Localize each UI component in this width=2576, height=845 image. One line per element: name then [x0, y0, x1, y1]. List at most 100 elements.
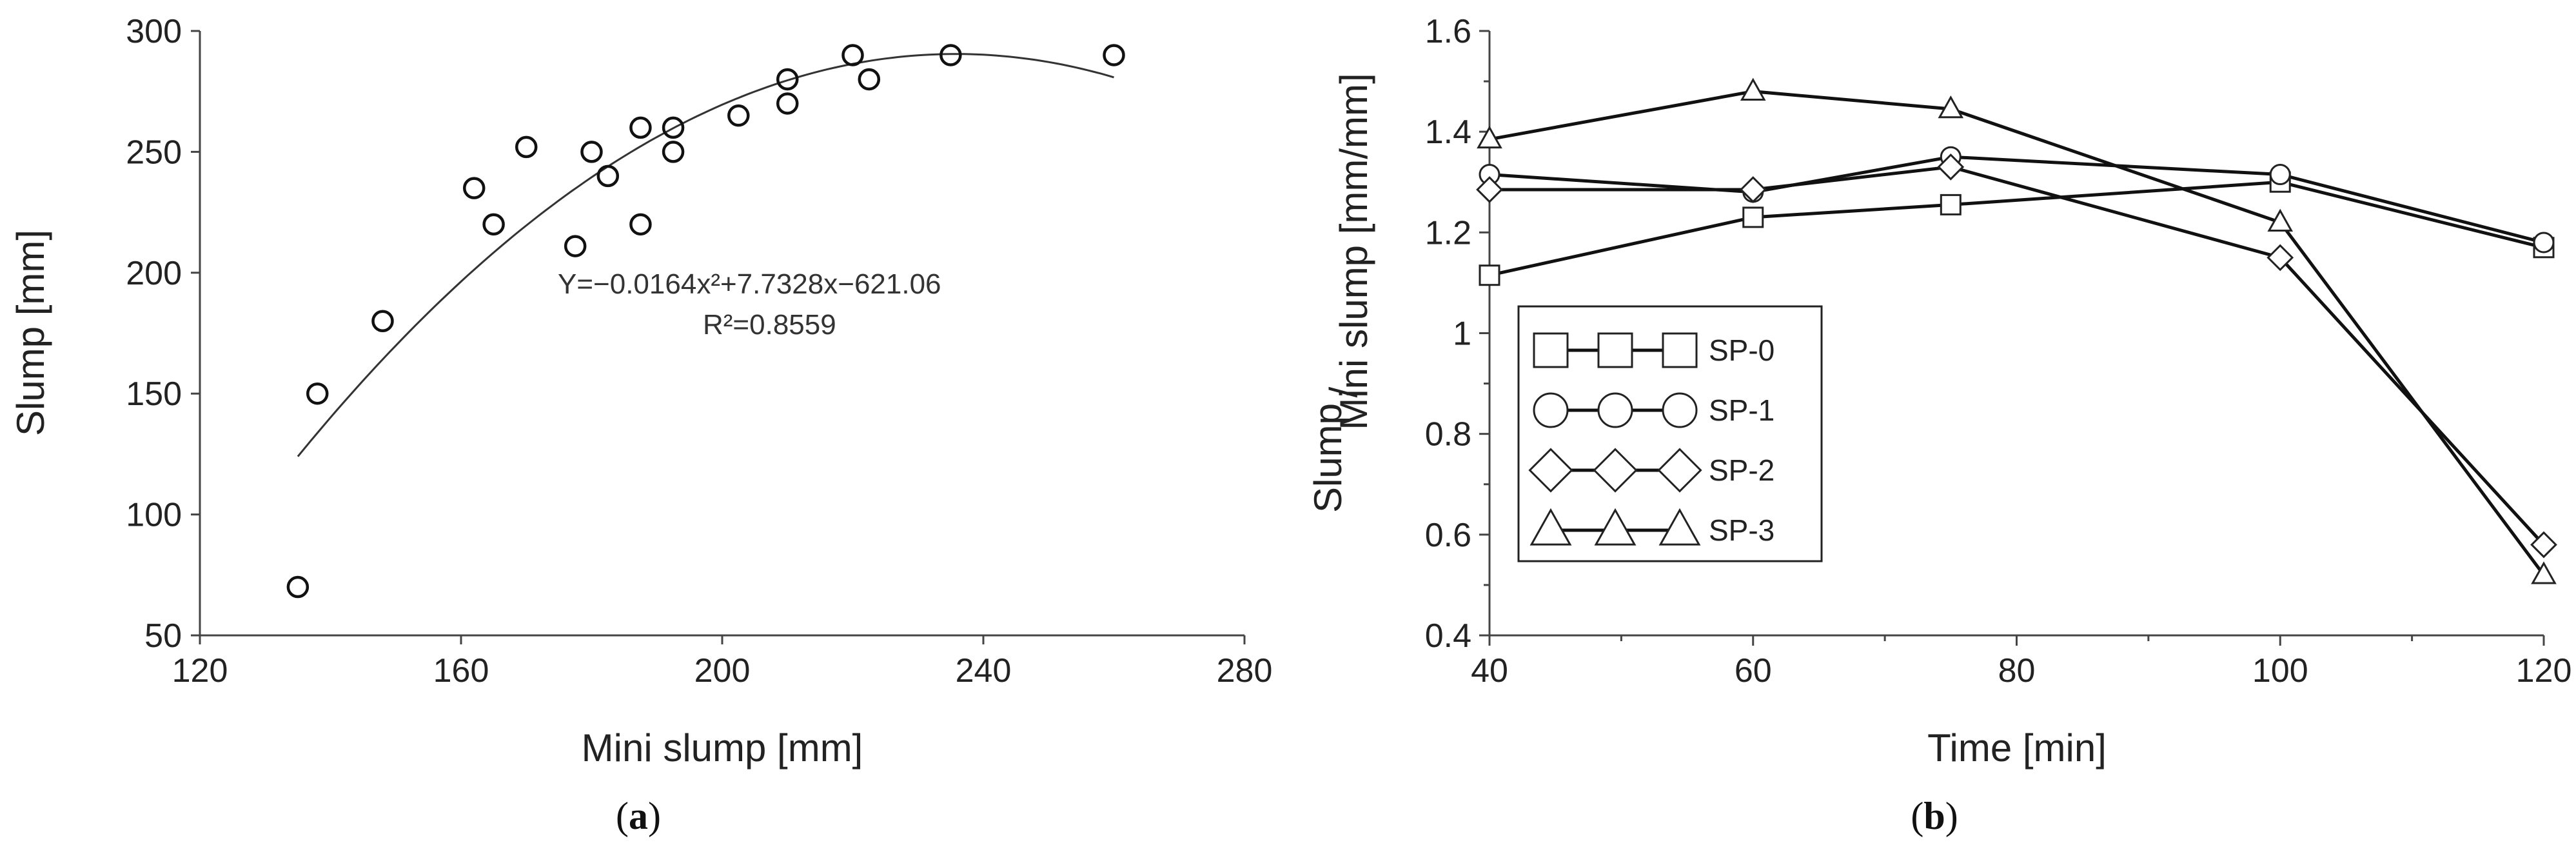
chart-b-legend-marker — [1657, 448, 1702, 493]
chart-a-point — [515, 135, 538, 159]
chart-a-point — [629, 116, 652, 139]
chart-b-legend-marker — [1597, 332, 1633, 368]
chart-b-legend-marker — [1662, 392, 1698, 428]
chart-a-xlabel: Mini slump [mm] — [582, 726, 863, 770]
chart-a-panel-label: (a) — [616, 795, 661, 837]
chart-b-markers-sp-3 — [1477, 77, 2557, 584]
chart-b-x-tick-label: 80 — [1998, 652, 2036, 690]
chart-a-y-tick-label: 50 — [144, 617, 182, 655]
chart-b-point — [2533, 232, 2555, 254]
chart-a-y-ticks: 50 100 150 200 250 300 — [126, 13, 200, 655]
chart-a-y-tick-label: 300 — [126, 13, 182, 50]
chart-b-series — [1476, 77, 2557, 584]
chart-a-ylabel: Slump [mm] — [9, 230, 52, 436]
chart-b-y-tick-label: 1.4 — [1425, 114, 1471, 151]
chart-a-point — [482, 213, 505, 236]
chart-a-point — [629, 213, 652, 236]
chart-a-point — [286, 575, 310, 599]
chart-b: 40 60 80 100 120 0.40.60.811.21.41.6 SP-0SP-… — [1306, 13, 2571, 837]
chart-a-x-tick-label: 240 — [956, 652, 1012, 690]
chart-b-y-ticks: 0.4 0.6 0.8 1 1.2 1.4 1.6 — [1425, 13, 1490, 655]
chart-a-point — [776, 92, 799, 115]
chart-b-point — [1740, 77, 1766, 101]
chart-a-point — [1103, 44, 1125, 66]
chart-a-x-tick-label: 280 — [1217, 652, 1273, 690]
chart-a-fit-curve — [297, 53, 1114, 457]
chart-b-y-tick-label: 1.2 — [1425, 214, 1471, 252]
chart-b-point — [2266, 244, 2294, 272]
chart-a-point — [564, 235, 587, 257]
chart-a-point — [776, 68, 799, 91]
chart-a-point — [858, 68, 881, 91]
chart-b-y-tick-label: 1.6 — [1425, 13, 1471, 50]
chart-b-y-tick-label: 0.4 — [1425, 617, 1471, 655]
chart-b-xlabel: Time [min] — [1927, 726, 2107, 770]
chart-a-point — [662, 141, 685, 163]
chart-a: 120 160 200 240 280 50 100 150 200 250 300 Y=−0.0… — [9, 13, 1272, 837]
chart-b-point — [2531, 561, 2557, 584]
chart-b-ylabel: Slump / Mini slump [mm/mm] — [1306, 73, 1375, 513]
chart-b-legend-label: SP-3 — [1709, 513, 1775, 547]
chart-b-legend-item: SP-2 — [1528, 448, 1775, 493]
chart-a-y-tick-label: 100 — [126, 497, 182, 534]
chart-b-point — [2530, 531, 2557, 559]
chart-b-legend-marker — [1528, 448, 1573, 493]
chart-b-legend-label: SP-2 — [1709, 453, 1775, 487]
chart-a-point — [371, 310, 394, 333]
chart-b-series-line — [1489, 180, 2544, 277]
chart-b-ylabel-rest: Mini slump [mm/mm] — [1332, 73, 1375, 430]
chart-b-series-sp-0 — [1489, 180, 2544, 277]
chart-a-x-tick-label: 120 — [172, 652, 228, 690]
chart-b-markers-sp-2 — [1476, 153, 2557, 559]
chart-b-point — [1477, 125, 1502, 149]
chart-b-x-tick-label: 40 — [1471, 652, 1508, 690]
chart-b-point — [1937, 153, 1965, 181]
chart-b-legend-marker — [1597, 392, 1633, 428]
chart-b-point — [1479, 264, 1500, 286]
chart-a-points — [286, 44, 1125, 599]
chart-b-panel-label: (b) — [1911, 795, 1958, 837]
chart-b-legend: SP-0 SP-1 SP-2 SP-3 — [1517, 305, 1823, 562]
chart-a-x-ticks: 120 160 200 240 280 — [172, 635, 1273, 690]
chart-b-point — [1476, 176, 1503, 203]
chart-b-point — [1742, 206, 1764, 228]
chart-a-y-tick-label: 150 — [126, 375, 182, 413]
chart-a-r2: R²=0.8559 — [703, 309, 836, 341]
chart-b-point — [1940, 194, 1961, 215]
chart-b-legend-item: SP-1 — [1533, 392, 1775, 428]
chart-b-legend-marker — [1533, 332, 1569, 368]
chart-b-legend-marker — [1529, 508, 1572, 546]
chart-b-x-tick-label: 60 — [1735, 652, 1772, 690]
chart-b-point — [2267, 208, 2294, 232]
chart-b-legend-item: SP-3 — [1529, 508, 1775, 547]
chart-a-point — [662, 116, 685, 139]
chart-a-point — [463, 177, 486, 199]
chart-b-x-tick-label: 120 — [2516, 652, 2572, 690]
chart-b-legend-label: SP-1 — [1709, 393, 1775, 427]
chart-a-equation: Y=−0.0164x²+7.7328x−621.06 — [558, 268, 941, 300]
chart-b-y-tick-label: 1 — [1453, 315, 1471, 353]
chart-b-legend-marker — [1658, 508, 1701, 546]
chart-b-point — [1739, 176, 1767, 203]
chart-b-ylabel-main: Slump — [1306, 403, 1350, 513]
chart-b-ylabel-sep: / — [1322, 386, 1365, 397]
chart-a-y-tick-label: 250 — [126, 134, 182, 171]
chart-b-y-tick-label: 0.8 — [1425, 416, 1471, 453]
chart-b-legend-marker — [1594, 508, 1637, 546]
chart-a-x-tick-label: 200 — [694, 652, 751, 690]
chart-a-point — [306, 382, 329, 405]
chart-b-point — [1938, 95, 1964, 119]
chart-a-point — [727, 104, 750, 127]
chart-b-legend-label: SP-0 — [1709, 333, 1775, 367]
chart-a-y-tick-label: 200 — [126, 255, 182, 292]
chart-b-x-ticks: 40 60 80 100 120 — [1471, 635, 2571, 690]
chart-b-x-tick-label: 100 — [2252, 652, 2308, 690]
chart-a-point — [841, 44, 864, 66]
chart-b-legend-marker — [1533, 392, 1569, 428]
chart-b-legend-marker — [1593, 448, 1638, 493]
chart-b-legend-marker — [1662, 332, 1698, 368]
chart-a-point — [596, 164, 620, 188]
chart-a-x-tick-label: 160 — [433, 652, 489, 690]
chart-b-y-tick-label: 0.6 — [1425, 517, 1471, 554]
